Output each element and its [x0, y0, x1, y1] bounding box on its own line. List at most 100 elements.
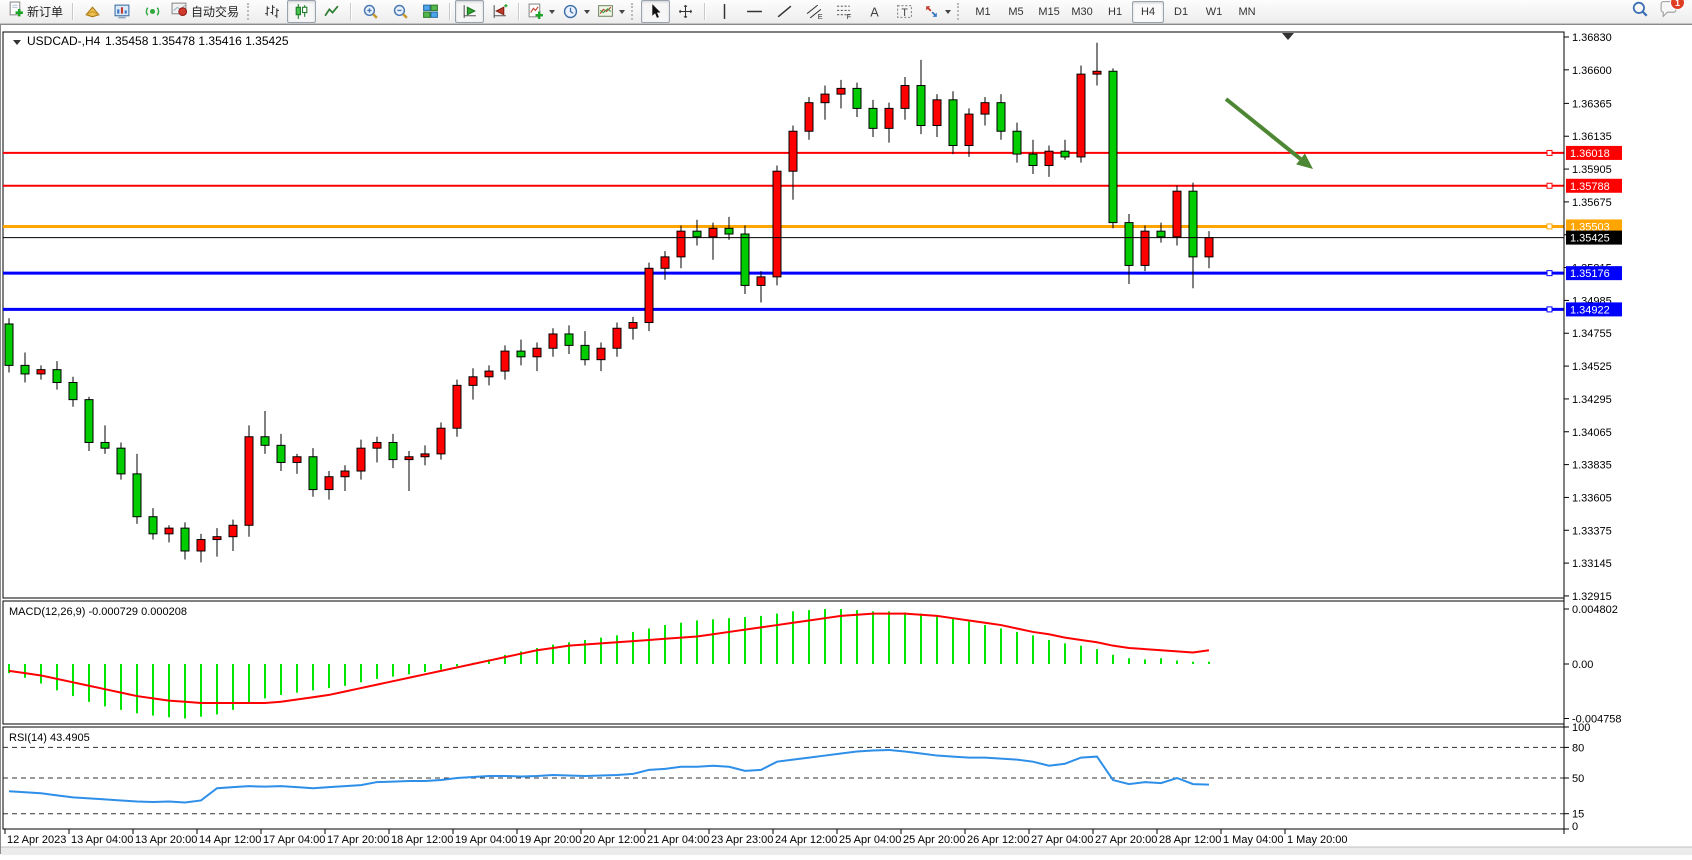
price-badge-label: 1.35503: [1570, 221, 1610, 233]
line-handle[interactable]: [1546, 223, 1553, 230]
price-badge-label: 1.35788: [1570, 181, 1610, 193]
line-handle[interactable]: [1546, 149, 1553, 156]
toolbar-separator: [518, 3, 521, 20]
zoom-out-button[interactable]: [386, 0, 415, 23]
periods-button[interactable]: [559, 0, 593, 23]
time-tick-label: 14 Apr 12:00: [199, 834, 261, 846]
toolbar-separator: [449, 3, 452, 20]
price-tick-label: 1.34755: [1572, 328, 1612, 340]
price-badge: 1.34922: [1566, 302, 1622, 317]
equidistant-channel-button[interactable]: E: [800, 0, 829, 23]
autotrading-button[interactable]: 自动交易: [168, 0, 244, 23]
search-icon: [1632, 1, 1648, 17]
rsi-tick-label: 80: [1572, 742, 1584, 754]
timeframe-m30[interactable]: M30: [1071, 5, 1093, 18]
price-tick-label: 1.36830: [1572, 32, 1612, 44]
signal-icon: [145, 7, 160, 16]
bar-chart-button[interactable]: [257, 0, 286, 23]
arrow-annotation[interactable]: [1224, 97, 1313, 169]
chart-shift-button[interactable]: [485, 0, 514, 23]
time-tick-label: 18 Apr 12:00: [391, 834, 453, 846]
data-feed-button[interactable]: [138, 0, 167, 23]
zoom-in-button[interactable]: [356, 0, 385, 23]
cursor-button[interactable]: [641, 0, 671, 23]
tile-windows-icon: [423, 4, 438, 18]
chart-canvas[interactable]: USDCAD-,H4 1.35458 1.35478 1.35416 1.3542…: [1, 25, 1692, 855]
toolbar-gripper: [631, 3, 636, 20]
time-tick-label: 25 Apr 04:00: [839, 834, 901, 846]
price-tick-label: 1.34295: [1572, 394, 1612, 406]
search-button[interactable]: [1631, 0, 1649, 23]
candlestick-chart-icon: [295, 4, 308, 19]
text-button[interactable]: A: [860, 0, 889, 23]
line-handle[interactable]: [1546, 182, 1553, 189]
auto-scroll-button[interactable]: [455, 0, 485, 23]
ohlc-values: 1.35458 1.35478 1.35416 1.35425: [105, 34, 289, 48]
rsi-line: [8, 748, 1210, 804]
line-handle[interactable]: [1546, 270, 1553, 277]
macd-panel: MACD(12,26,9) -0.000729 0.000208: [8, 606, 1210, 719]
timeframe-m5[interactable]: M5: [1008, 5, 1024, 18]
line-chart-button[interactable]: [317, 0, 346, 23]
horizontal-line-icon: [747, 10, 762, 13]
chart-shift-marker[interactable]: [1282, 33, 1294, 40]
timeframe-mn[interactable]: MN: [1238, 5, 1256, 18]
timeframe-m15[interactable]: M15: [1038, 5, 1060, 18]
market-watch-icon: [114, 4, 130, 19]
timeframe-w1[interactable]: W1: [1205, 5, 1223, 18]
fibonacci-button[interactable]: F: [830, 0, 859, 23]
price-badge-label: 1.35425: [1570, 233, 1610, 245]
new-order-icon: [7, 1, 24, 23]
timeframe-h4[interactable]: H4: [1132, 0, 1165, 23]
chart-window[interactable]: USDCAD-,H4 1.35458 1.35478 1.35416 1.3542…: [0, 24, 1692, 855]
time-tick-label: 20 Apr 12:00: [583, 834, 645, 846]
zoom-out-icon: [393, 4, 408, 19]
line-handle[interactable]: [1546, 306, 1553, 313]
price-badge: 1.35788: [1566, 178, 1622, 193]
time-tick-label: 27 Apr 04:00: [1031, 834, 1093, 846]
rsi-tick-label: 15: [1572, 809, 1584, 821]
price-tick-label: 1.36600: [1572, 65, 1612, 77]
candlestick-chart-button[interactable]: [287, 0, 317, 23]
profiles-button[interactable]: [78, 0, 107, 23]
horizontal-line-objects[interactable]: [3, 149, 1564, 313]
market-watch-button[interactable]: [108, 0, 137, 23]
time-axis[interactable]: 12 Apr 2023 13 Apr 04:00 13 Apr 20:00 14 Ap…: [4, 829, 1348, 846]
time-tick-label: 25 Apr 20:00: [903, 834, 965, 846]
svg-text:T: T: [901, 7, 908, 19]
templates-button[interactable]: [594, 0, 628, 23]
crosshair-button[interactable]: [671, 0, 700, 23]
price-tick-label: 1.33375: [1572, 525, 1612, 537]
price-badge: 1.36018: [1566, 145, 1622, 160]
price-tick-label: 1.33145: [1572, 558, 1612, 570]
toolbar-gripper: [957, 3, 962, 20]
timeframe-h1[interactable]: H1: [1108, 5, 1123, 18]
tile-windows-button[interactable]: [416, 0, 445, 23]
macd-signal-line: [8, 612, 1210, 704]
time-tick-label: 17 Apr 20:00: [327, 834, 389, 846]
time-tick-label: 1 May 20:00: [1287, 834, 1348, 846]
toolbar: 新订单 自动交易: [0, 0, 1692, 24]
text-label-button[interactable]: T: [890, 0, 919, 23]
vertical-line-button[interactable]: [710, 0, 739, 23]
notifications-button[interactable]: 1: [1659, 0, 1685, 23]
arrows-button[interactable]: [920, 0, 954, 23]
macd-tick-label: 0.00: [1572, 659, 1593, 671]
vertical-line-icon: [723, 4, 726, 19]
auto-scroll-icon: [463, 5, 477, 18]
horizontal-line-button[interactable]: [740, 0, 769, 23]
price-axis[interactable]: 1.36830 1.36600 1.36365 1.36135 1.35905 1.356…: [1563, 32, 1622, 834]
trendline-button[interactable]: [770, 0, 799, 23]
new-order-button[interactable]: 新订单: [4, 0, 68, 23]
timeframe-d1[interactable]: D1: [1174, 5, 1189, 18]
time-tick-label: 17 Apr 04:00: [263, 834, 325, 846]
rsi-tick-label: 100: [1572, 722, 1590, 734]
price-tick-label: 1.34525: [1572, 361, 1612, 373]
panel-frames: [2, 31, 1565, 830]
symbol-dropdown-icon[interactable]: [13, 40, 21, 45]
indicators-button[interactable]: [524, 0, 558, 23]
text-label-icon: T: [897, 5, 912, 19]
zoom-in-icon: [363, 4, 378, 19]
timeframe-m1[interactable]: M1: [975, 5, 991, 18]
toolbar-gripper: [247, 3, 252, 20]
